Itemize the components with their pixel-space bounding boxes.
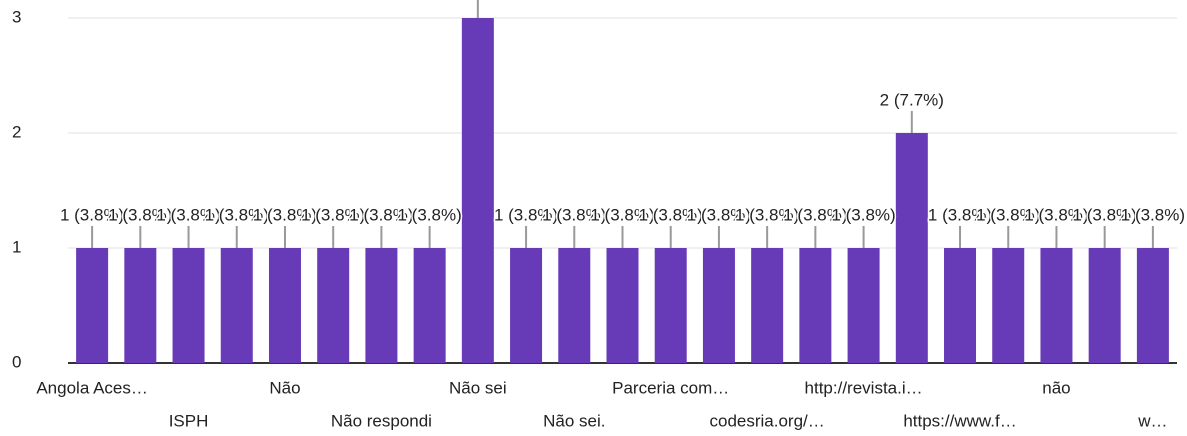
x-tick-label: codesria.org/… [710, 411, 825, 430]
value-label: 1 (3.8%) [398, 205, 462, 224]
bar [799, 248, 832, 363]
value-label: 1 (3.8%) [639, 205, 703, 224]
x-tick-label: https://www.f… [903, 411, 1016, 430]
bar [317, 248, 350, 363]
bar [413, 248, 446, 363]
value-label: 1 (3.8%) [494, 205, 558, 224]
x-tick-label: Parceria com… [612, 378, 729, 397]
value-label: 1 (3.8%) [1024, 205, 1088, 224]
y-tick-label: 1 [12, 237, 21, 256]
bar [510, 248, 543, 363]
bar [654, 248, 687, 363]
x-tick-label: Não [269, 378, 300, 397]
bar [1088, 248, 1121, 363]
bar [944, 248, 977, 363]
value-label: 1 (3.8%) [590, 205, 654, 224]
bar [461, 18, 494, 363]
bar [751, 248, 784, 363]
x-tick-label: http://revista.i… [805, 378, 923, 397]
bar [220, 248, 253, 363]
value-label: 1 (3.8%) [108, 205, 172, 224]
y-tick-label: 2 [12, 122, 21, 141]
x-tick-label: Não sei [449, 378, 507, 397]
bar [172, 248, 205, 363]
x-tick-label: Angola Aces… [36, 378, 148, 397]
bar [365, 248, 398, 363]
value-label: 1 (3.8%) [60, 205, 124, 224]
x-tick-label: ISPH [169, 411, 209, 430]
value-label: 1 (3.8%) [783, 205, 847, 224]
x-tick-label: w… [1137, 411, 1167, 430]
bar [992, 248, 1025, 363]
x-tick-label: não [1042, 378, 1070, 397]
bar [76, 248, 109, 363]
bar [847, 248, 880, 363]
bar [124, 248, 157, 363]
value-label: 1 (3.8%) [831, 205, 895, 224]
value-label: 1 (3.8%) [542, 205, 606, 224]
value-label: 2 (7.7%) [880, 90, 944, 109]
value-label: 1 (3.8%) [349, 205, 413, 224]
value-label: 1 (3.8%) [928, 205, 992, 224]
value-label: 1 (3.8%) [1121, 205, 1185, 224]
value-label: 1 (3.8%) [301, 205, 365, 224]
bar [895, 133, 928, 363]
value-label: 1 (3.8%) [253, 205, 317, 224]
x-tick-label: Não respondi [331, 411, 432, 430]
value-label: 1 (3.8%) [205, 205, 269, 224]
bar [1040, 248, 1073, 363]
value-label: 1 (3.8%) [976, 205, 1040, 224]
value-label: 1 (3.8%) [735, 205, 799, 224]
bar [702, 248, 735, 363]
bar [1136, 248, 1169, 363]
y-tick-label: 3 [12, 7, 21, 26]
value-label: 1 (3.8%) [156, 205, 220, 224]
bar [606, 248, 639, 363]
bar [558, 248, 591, 363]
bar [268, 248, 301, 363]
x-tick-label: Não sei. [543, 411, 605, 430]
y-tick-label: 0 [12, 352, 21, 371]
value-label: 1 (3.8%) [1073, 205, 1137, 224]
value-label: 1 (3.8%) [687, 205, 751, 224]
